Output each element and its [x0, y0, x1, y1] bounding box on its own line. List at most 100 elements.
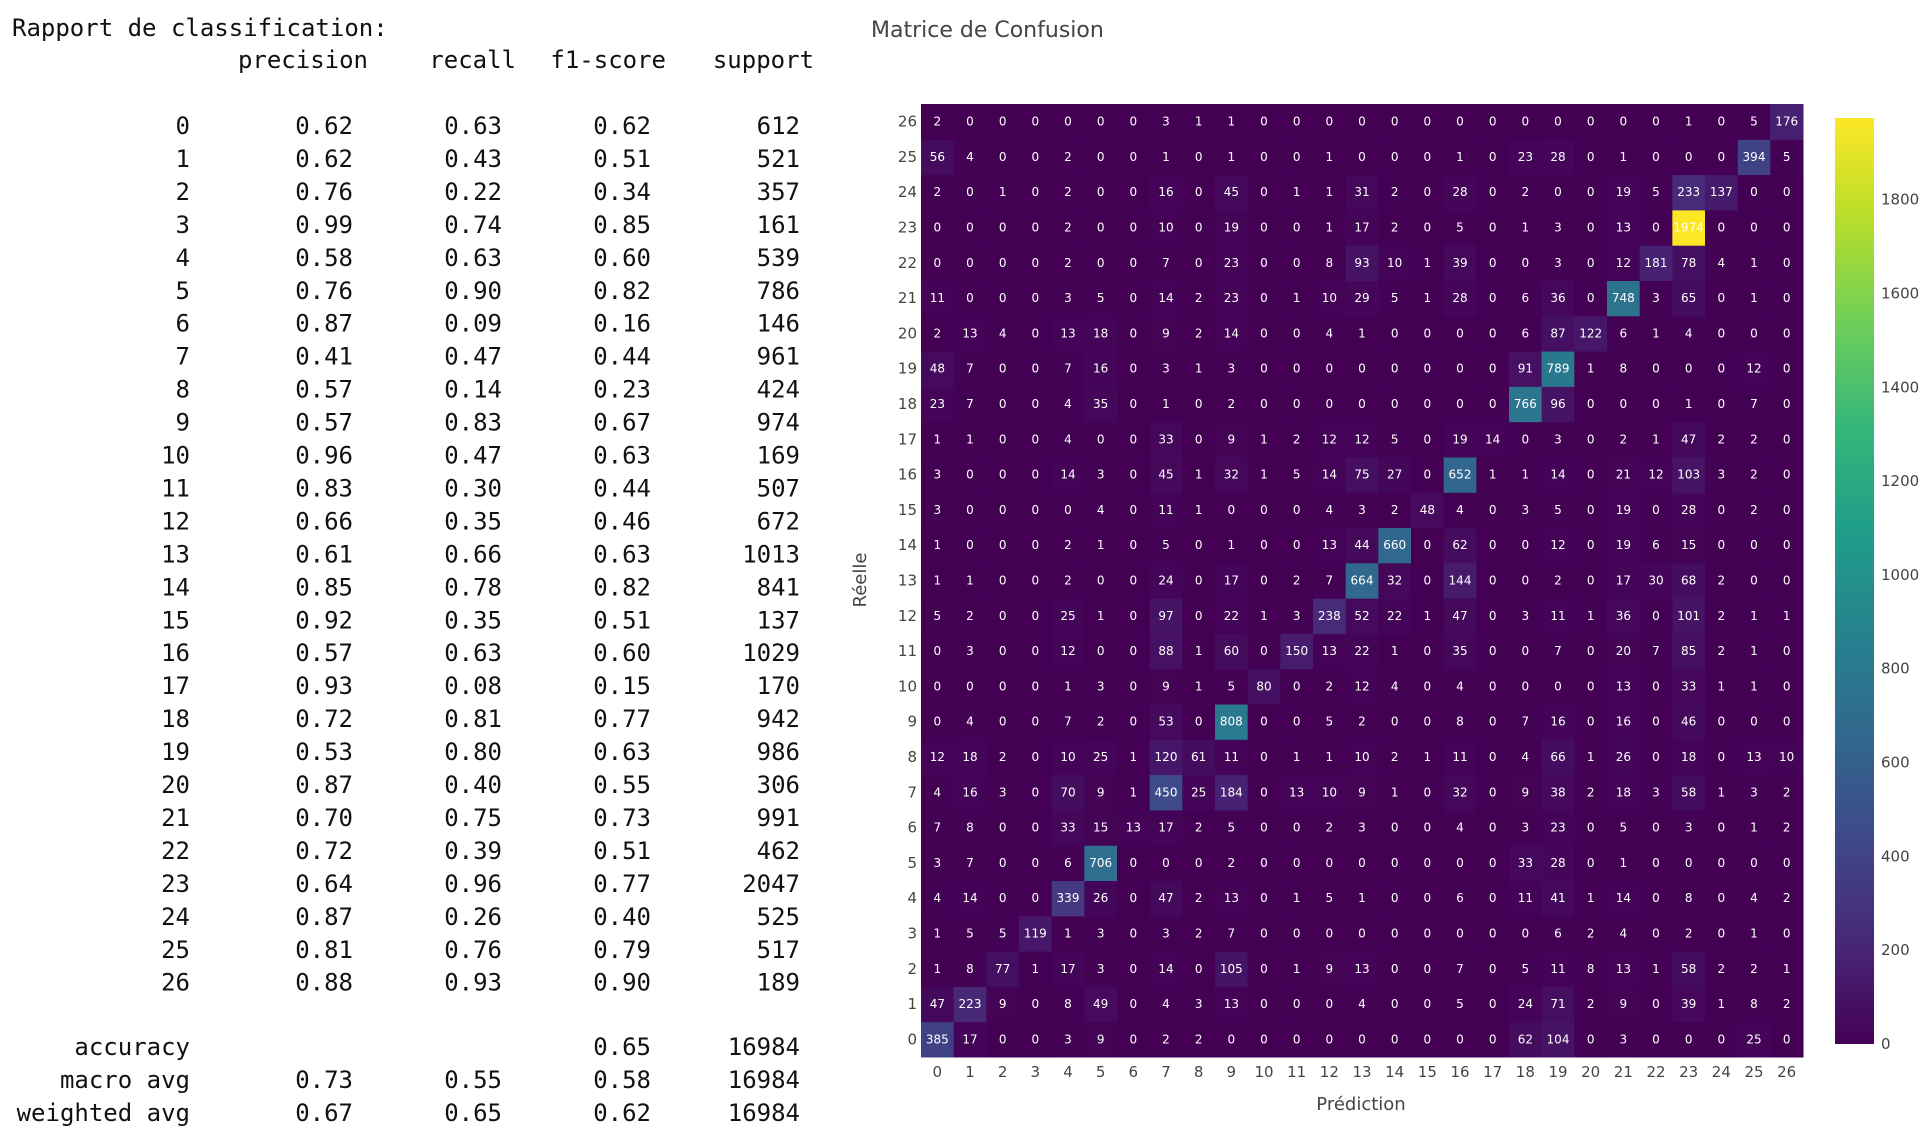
cell-label: 0 [1195, 432, 1203, 446]
cell-label: 2 [1195, 1032, 1203, 1046]
cell-label: 11 [1224, 750, 1239, 764]
cell-label: 0 [1456, 326, 1464, 340]
cell-label: 0 [1391, 1032, 1399, 1046]
heatmap-cell [1215, 421, 1249, 458]
heatmap-cell [986, 774, 1020, 811]
cell-label: 0 [1391, 997, 1399, 1011]
cell-label: 0 [1587, 574, 1595, 588]
report-cell: 0.51 [593, 606, 651, 634]
report-cell: 521 [757, 145, 800, 173]
cell-label: 45 [1158, 468, 1173, 482]
report-cell: 0.55 [593, 771, 651, 799]
heatmap-cell [1149, 668, 1183, 705]
cell-label: 0 [999, 609, 1007, 623]
heatmap-cell [921, 986, 955, 1023]
cell-label: 2 [1750, 962, 1758, 976]
cell-label: 1 [1750, 291, 1758, 305]
cell-label: 0 [1130, 609, 1138, 623]
cell-label: 0 [1358, 115, 1366, 129]
report-cell: 0.74 [444, 211, 502, 239]
cell-label: 18 [962, 750, 977, 764]
report-cell: 0.41 [295, 343, 353, 371]
heatmap-cell [1541, 386, 1575, 423]
report-cell: 0.67 [295, 1099, 353, 1127]
heatmap-cell [1574, 351, 1608, 387]
report-cell: 986 [757, 738, 800, 766]
report-cell: 0.60 [593, 244, 651, 272]
report-cell: 507 [757, 474, 800, 502]
heatmap-cell [1182, 104, 1216, 140]
report-row-label: accuracy [74, 1033, 190, 1061]
cell-label: 3 [1554, 432, 1562, 446]
heatmap-cell [953, 633, 987, 670]
heatmap-cell [1574, 174, 1608, 211]
report-header: support [713, 46, 814, 74]
cell-label: 0 [1620, 397, 1628, 411]
cell-label: 1 [1750, 821, 1758, 835]
heatmap-cell [1051, 880, 1085, 917]
cell-label: 7 [1652, 644, 1660, 658]
report-cell: 0.09 [444, 310, 502, 338]
cell-label: 3 [1162, 115, 1170, 129]
heatmap-cell [1672, 139, 1706, 176]
y-tick-label: 0 [907, 1030, 917, 1048]
heatmap-cell [1019, 774, 1053, 811]
report-cell: 0.64 [295, 870, 353, 898]
heatmap-cell [1639, 1021, 1673, 1058]
cell-label: 0 [1260, 256, 1268, 270]
heatmap-cell [1378, 1021, 1412, 1058]
heatmap-cell [1705, 598, 1739, 634]
heatmap-cell [1411, 668, 1445, 705]
heatmap-cell [1443, 245, 1477, 281]
heatmap-cell [1411, 633, 1445, 670]
cell-label: 2 [1718, 644, 1726, 658]
cell-label: 38 [1550, 785, 1565, 799]
cell-label: 7 [934, 821, 942, 835]
heatmap-cell [986, 633, 1020, 670]
heatmap-cell [921, 739, 955, 776]
heatmap-cell [1117, 809, 1151, 846]
report-cell: 0.57 [295, 639, 353, 667]
cell-label: 15 [1093, 821, 1108, 835]
cell-label: 0 [1032, 997, 1040, 1011]
cell-label: 10 [1354, 750, 1369, 764]
cell-label: 5 [934, 609, 942, 623]
colorbar [1835, 118, 1874, 1044]
cell-label: 13 [1060, 326, 1075, 340]
cell-label: 9 [1162, 679, 1170, 693]
cell-label: 0 [1260, 150, 1268, 164]
heatmap-cell [1149, 739, 1183, 776]
cell-label: 1 [1587, 891, 1595, 905]
cell-label: 96 [1550, 397, 1565, 411]
heatmap-cell [1574, 421, 1608, 458]
report-cell: 0.63 [444, 244, 502, 272]
cell-label: 0 [1130, 256, 1138, 270]
heatmap-cell [1247, 174, 1281, 211]
colorbar-tick-label: 400 [1881, 847, 1910, 865]
heatmap-cell [1182, 915, 1216, 952]
heatmap-cell [1411, 139, 1445, 176]
heatmap-cell [1051, 633, 1085, 670]
heatmap-cell [1247, 386, 1281, 423]
cell-label: 0 [1456, 362, 1464, 376]
heatmap-cell [1541, 986, 1575, 1023]
cell-label: 17 [1060, 962, 1075, 976]
cell-label: 1 [1620, 856, 1628, 870]
heatmap-cell [986, 598, 1020, 634]
heatmap-cell [1378, 668, 1412, 705]
heatmap-cell [921, 421, 955, 458]
heatmap-cell [1247, 527, 1281, 564]
cell-label: 0 [1391, 362, 1399, 376]
heatmap-cell [1541, 527, 1575, 564]
report-cell: 612 [757, 112, 800, 140]
cell-label: 0 [1032, 856, 1040, 870]
report-row-label: weighted avg [17, 1099, 190, 1127]
heatmap-cell [1019, 986, 1053, 1023]
cell-label: 1 [1293, 962, 1301, 976]
heatmap-cell [1019, 951, 1053, 987]
heatmap-cell [1770, 104, 1804, 140]
heatmap-cell [1705, 139, 1739, 176]
heatmap-cell [986, 315, 1020, 352]
cell-label: 0 [1783, 397, 1791, 411]
heatmap-cell [1280, 739, 1314, 776]
